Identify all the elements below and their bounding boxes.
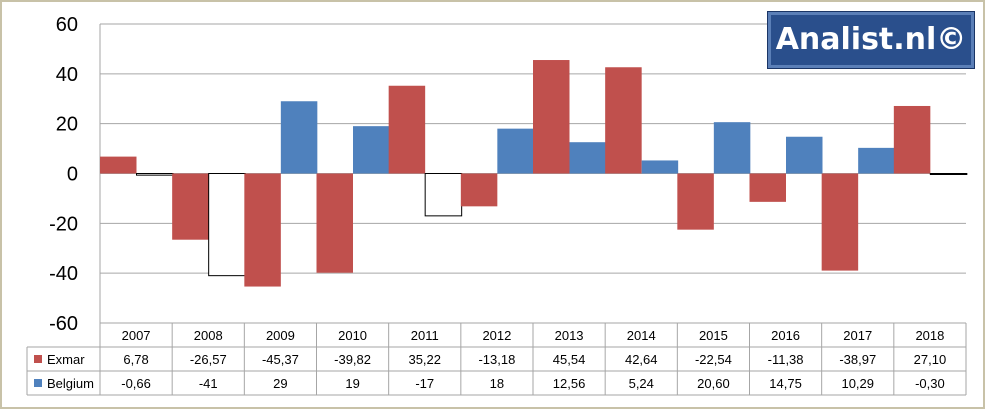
data-label: -45,37 xyxy=(262,352,299,367)
data-label: 10,29 xyxy=(841,376,874,391)
y-tick-label: 0 xyxy=(67,164,78,186)
bar-belgium xyxy=(497,128,534,174)
legend-label-exmar: Exmar xyxy=(47,352,85,367)
data-label: 45,54 xyxy=(553,352,586,367)
y-tick-label: -60 xyxy=(49,313,78,335)
bar-belgium xyxy=(929,173,968,175)
x-tick-label: 2008 xyxy=(194,328,223,343)
data-label: 14,75 xyxy=(769,376,802,391)
bar-belgium xyxy=(713,122,751,174)
x-tick-label: 2015 xyxy=(699,328,728,343)
x-tick-label: 2018 xyxy=(915,328,944,343)
legend-key-belgium xyxy=(34,379,42,387)
data-label: 35,22 xyxy=(408,352,441,367)
x-tick-label: 2014 xyxy=(627,328,656,343)
data-label: -41 xyxy=(199,376,218,391)
y-tick-label: -40 xyxy=(49,263,78,285)
bar-belgium xyxy=(424,173,463,217)
bar-belgium xyxy=(858,147,895,174)
legend-label-belgium: Belgium xyxy=(47,376,94,391)
data-label: -11,38 xyxy=(768,352,804,367)
bar-belgium xyxy=(353,126,390,174)
x-tick-label: 2009 xyxy=(266,328,295,343)
bars xyxy=(100,60,968,287)
bar-exmar xyxy=(677,173,714,230)
x-tick-label: 2007 xyxy=(122,328,151,343)
brand-logo: Analist.nl© xyxy=(767,11,975,69)
data-label: 18 xyxy=(490,376,504,391)
bar-exmar xyxy=(244,173,281,287)
data-label: -38,97 xyxy=(839,352,876,367)
y-tick-label: -20 xyxy=(49,213,78,235)
bar-belgium xyxy=(208,173,246,277)
data-label: -22,54 xyxy=(695,352,732,367)
bar-belgium xyxy=(569,142,606,174)
bar-belgium xyxy=(136,173,174,176)
bar-exmar xyxy=(821,173,859,271)
data-label: 27,10 xyxy=(914,352,947,367)
y-tick-label: 20 xyxy=(56,114,78,136)
bar-exmar xyxy=(460,173,498,207)
bar-exmar xyxy=(749,173,786,202)
bar-belgium xyxy=(641,160,679,174)
data-label: 12,56 xyxy=(553,376,586,391)
x-tick-label: 2013 xyxy=(555,328,584,343)
y-tick-label: 60 xyxy=(56,14,78,36)
x-tick-label: 2011 xyxy=(411,328,439,343)
data-label: -13,18 xyxy=(478,352,515,367)
data-label: 29 xyxy=(273,376,287,391)
data-label: 20,60 xyxy=(697,376,730,391)
bar-exmar xyxy=(172,173,209,240)
x-tick-label: 2017 xyxy=(843,328,872,343)
bar-belgium xyxy=(786,136,823,174)
bar-belgium xyxy=(280,101,318,174)
data-label: 19 xyxy=(345,376,359,391)
legend-key-exmar xyxy=(34,355,42,363)
y-tick-label: 40 xyxy=(56,64,78,86)
bar-exmar xyxy=(605,67,642,174)
data-table: 2007 2008 2009 2010 2011 2012 2013 2014 2015 2016… xyxy=(26,322,967,396)
data-label: 42,64 xyxy=(625,352,658,367)
bar-exmar xyxy=(388,85,426,174)
bar-exmar xyxy=(100,156,137,174)
y-axis: -60 -40 -20 0 20 40 60 xyxy=(49,14,101,335)
bar-exmar xyxy=(533,60,570,174)
x-tick-label: 2012 xyxy=(482,328,511,343)
data-label: 5,24 xyxy=(629,376,654,391)
data-label: -39,82 xyxy=(334,352,371,367)
bar-exmar xyxy=(893,105,931,174)
data-label: 6,78 xyxy=(123,352,148,367)
x-tick-label: 2010 xyxy=(338,328,367,343)
data-label: -0,66 xyxy=(121,376,151,391)
x-tick-label: 2016 xyxy=(771,328,800,343)
data-label: -17 xyxy=(415,376,434,391)
data-label: -0,30 xyxy=(915,376,945,391)
data-label: -26,57 xyxy=(190,352,227,367)
bar-exmar xyxy=(316,173,353,273)
